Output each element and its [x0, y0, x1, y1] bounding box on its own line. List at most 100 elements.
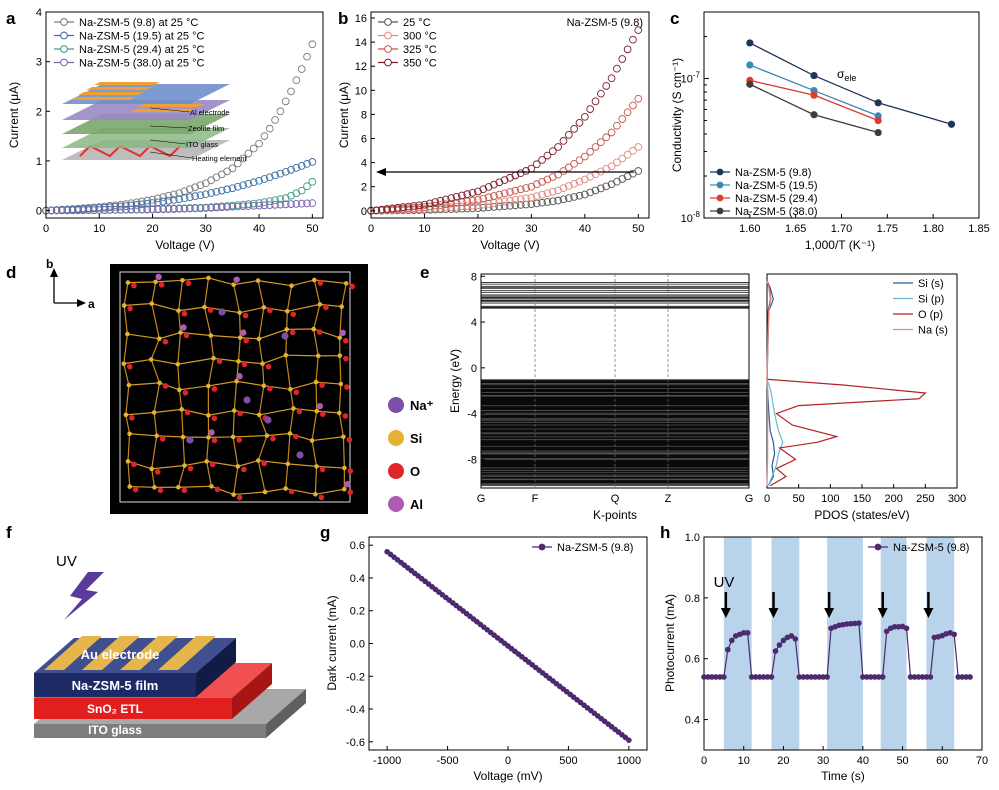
panel-a-point-s1-v26 — [180, 194, 189, 202]
panel-b-point-s3-v43 — [597, 89, 605, 98]
panel-g-xtick-label-0: -1000 — [373, 755, 401, 767]
silicon-atom — [237, 310, 242, 315]
panel-h-point-65 — [959, 674, 965, 680]
panel-c-point-2-2 — [874, 116, 882, 125]
panel-b-point-s1-v21 — [479, 200, 488, 209]
framework-bond — [213, 357, 239, 362]
panel-b-point-s0-v38 — [570, 193, 579, 201]
panel-h-ylabel: Photocurrent (mA) — [663, 594, 677, 692]
oxygen-atom — [261, 460, 268, 467]
framework-bond — [257, 435, 268, 461]
panel-b-point-s1-v29 — [522, 194, 530, 203]
panel-g-ytick-label-4: 0.2 — [350, 606, 365, 618]
panel-c-legend-marker-3 — [716, 207, 724, 215]
framework-bond — [177, 310, 182, 333]
panel-h-legend-marker-0 — [874, 543, 882, 551]
sodium-atom — [218, 308, 226, 316]
aluminium-atom — [208, 429, 215, 436]
silicon-atom — [121, 361, 127, 367]
framework-bond — [313, 328, 319, 356]
oxygen-atom — [154, 469, 161, 475]
uv-arrowhead-4 — [923, 608, 934, 618]
silicon-atom — [313, 379, 319, 385]
framework-bond — [289, 408, 295, 434]
aluminium-atom — [316, 402, 323, 410]
panel-c-line-0 — [749, 42, 952, 125]
silicon-atom — [182, 463, 187, 468]
silicon-atom — [127, 484, 133, 489]
panel-g-xlabel: Voltage (mV) — [473, 769, 542, 783]
framework-bond — [127, 433, 131, 462]
panel-a-point-s1-v35 — [228, 184, 237, 193]
silicon-atom — [339, 304, 344, 309]
oxygen-atom — [159, 436, 166, 442]
silicon-atom — [312, 277, 317, 283]
panel-e-pdos-xtick-label-1: 50 — [793, 493, 805, 505]
framework-bond — [287, 463, 317, 467]
panel-a-point-s3-v19 — [143, 205, 152, 214]
panel-g-xtick-label-4: 1000 — [617, 755, 641, 767]
oxygen-atom — [209, 461, 216, 468]
panel-g-legend: Na-ZSM-5 (9.8) — [532, 542, 633, 554]
panel-a-point-s0-v35 — [228, 164, 237, 173]
panel-a-point-s0-v45 — [281, 97, 290, 106]
aluminium-atom — [233, 276, 240, 283]
silicon-atom — [256, 336, 262, 342]
framework-bond — [208, 409, 235, 416]
panel-a-point-s1-v30 — [201, 190, 210, 199]
panel-g-legend-marker-0 — [538, 543, 546, 551]
framework-bond — [263, 385, 291, 390]
panel-h-point-30 — [820, 674, 826, 680]
framework-bond — [125, 411, 155, 416]
oxygen-atom — [344, 384, 350, 390]
panel-a-point-s1-v32 — [212, 187, 221, 196]
panel-b-point-s3-v36 — [559, 137, 568, 145]
panel-e-pdos-legend-label-1: Si (p) — [918, 294, 944, 306]
panel-a-point-s2-v49 — [303, 182, 311, 191]
panel-c-xtick-label-4: 1.80 — [922, 223, 943, 235]
panel-h-point-48 — [891, 623, 898, 630]
oxygen-atom — [343, 355, 349, 362]
panel-a-point-s3-v7 — [79, 206, 88, 215]
panel-a-point-s0-v38 — [244, 149, 253, 158]
uv-arrowhead-1 — [768, 608, 779, 618]
framework-bond — [151, 358, 178, 365]
oxygen-atom — [270, 435, 276, 442]
silicon-atom — [206, 413, 211, 418]
panel-g-ytick-label-5: 0.4 — [350, 573, 365, 585]
panel-d-legend-marker-0 — [388, 397, 404, 413]
panel-a-point-s1-v38 — [244, 179, 253, 188]
oxygen-atom — [129, 415, 135, 421]
panel-b-point-s2-v10 — [420, 203, 429, 212]
oxygen-atom — [319, 466, 326, 473]
panel-g-ytick-label-6: 0.6 — [350, 540, 365, 552]
panel-a-point-s3-v47 — [292, 200, 301, 208]
panel-h-point-27 — [808, 674, 815, 680]
oxygen-atom — [187, 465, 194, 472]
silicon-atom — [314, 408, 320, 414]
framework-bond — [208, 380, 237, 387]
panel-a-point-s1-v45 — [281, 167, 290, 176]
panel-b-point-s1-v50 — [634, 143, 643, 151]
panel-e-pdos-xtick-label-6: 300 — [948, 493, 966, 505]
panel-a-point-s1-v19 — [143, 199, 152, 208]
framework-bond — [315, 381, 341, 385]
panel-a-point-s0-v23 — [164, 191, 173, 200]
panel-b-point-s1-v31 — [532, 192, 541, 200]
framework-bond — [159, 331, 181, 340]
panel-a-point-s0-v50 — [308, 40, 317, 49]
silicon-atom — [179, 407, 185, 412]
oxygen-atom — [288, 488, 295, 495]
silicon-atom — [204, 459, 209, 464]
panel-a-point-s1-v16 — [127, 201, 136, 210]
panel-c-point-2-1 — [810, 91, 818, 99]
framework-bond — [237, 459, 259, 467]
panel-c-xtick-label-0: 1.60 — [739, 223, 760, 235]
uv-on-band-4 — [926, 537, 955, 750]
framework-bond — [262, 354, 287, 365]
oxygen-atom — [318, 494, 325, 501]
silicon-atom — [208, 333, 214, 338]
oxygen-atom — [236, 437, 242, 443]
silicon-atom — [149, 301, 155, 306]
